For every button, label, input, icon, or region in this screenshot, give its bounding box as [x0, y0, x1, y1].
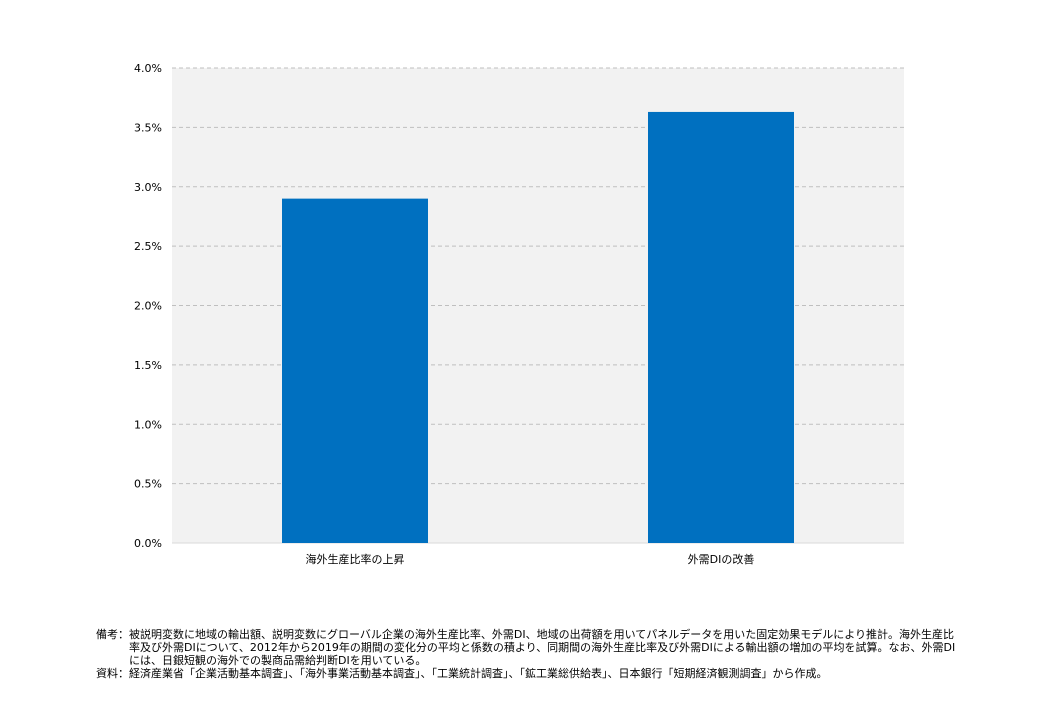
bars [282, 111, 794, 543]
y-tick-label: 0.0% [134, 537, 162, 550]
y-tick-label: 3.5% [134, 121, 162, 134]
x-category-label: 海外生産比率の上昇 [306, 552, 405, 566]
remarks-note: 備考： 被説明変数に地域の輸出額、説明変数にグローバル企業の海外生産比率、外需D… [96, 628, 956, 667]
remarks-label: 備考： [96, 628, 129, 641]
footnotes: 備考： 被説明変数に地域の輸出額、説明変数にグローバル企業の海外生産比率、外需D… [96, 628, 956, 680]
y-axis-tick-labels: 0.0% 0.5% 1.0% 1.5% 2.0% 2.5% 3.0% 3.5% 4.0% [134, 62, 162, 550]
bar-chart: 0.0% 0.5% 1.0% 1.5% 2.0% 2.5% 3.0% 3.5% 4.0% 海外生… [134, 62, 904, 566]
y-tick-label: 1.5% [134, 359, 162, 372]
y-tick-label: 1.0% [134, 418, 162, 431]
bar [282, 198, 428, 543]
y-tick-label: 4.0% [134, 62, 162, 75]
bar [648, 111, 794, 543]
y-tick-label: 3.0% [134, 181, 162, 194]
remarks-text: 被説明変数に地域の輸出額、説明変数にグローバル企業の海外生産比率、外需DI、地域… [129, 628, 956, 667]
x-category-label: 外需DIの改善 [688, 552, 755, 566]
y-tick-label: 2.0% [134, 300, 162, 313]
source-label: 資料： [96, 667, 129, 680]
y-tick-label: 2.5% [134, 240, 162, 253]
source-text: 経済産業省「企業活動基本調査」、「海外事業活動基本調査」、「工業統計調査」、「鉱… [129, 667, 828, 680]
y-tick-label: 0.5% [134, 478, 162, 491]
source-note: 資料： 経済産業省「企業活動基本調査」、「海外事業活動基本調査」、「工業統計調査… [96, 667, 956, 680]
x-axis-category-labels: 海外生産比率の上昇 外需DIの改善 [306, 552, 755, 566]
